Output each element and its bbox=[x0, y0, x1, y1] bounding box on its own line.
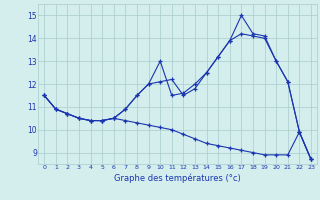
X-axis label: Graphe des températures (°c): Graphe des températures (°c) bbox=[114, 173, 241, 183]
